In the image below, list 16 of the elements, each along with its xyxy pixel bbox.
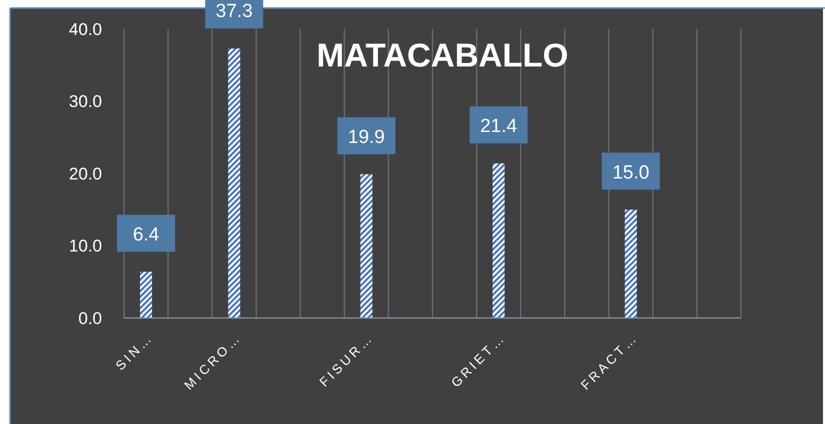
data-label: 15.0 <box>612 162 650 184</box>
chart-title: MATACABALLO <box>316 36 568 74</box>
y-tick-label: 10.0 <box>68 236 102 256</box>
data-label: 6.4 <box>132 224 160 246</box>
data-label: 37.3 <box>216 1 253 22</box>
bar <box>140 272 152 318</box>
y-tick-label: 40.0 <box>68 20 102 39</box>
data-label: 19.9 <box>348 126 385 148</box>
y-tick-label: 20.0 <box>68 164 102 184</box>
bar <box>228 48 240 318</box>
data-label: 21.4 <box>480 116 518 138</box>
bar <box>360 174 372 318</box>
y-tick-label: 30.0 <box>68 92 102 112</box>
bar <box>492 163 505 318</box>
y-tick-label: 0.0 <box>78 308 102 328</box>
bar <box>624 210 637 318</box>
